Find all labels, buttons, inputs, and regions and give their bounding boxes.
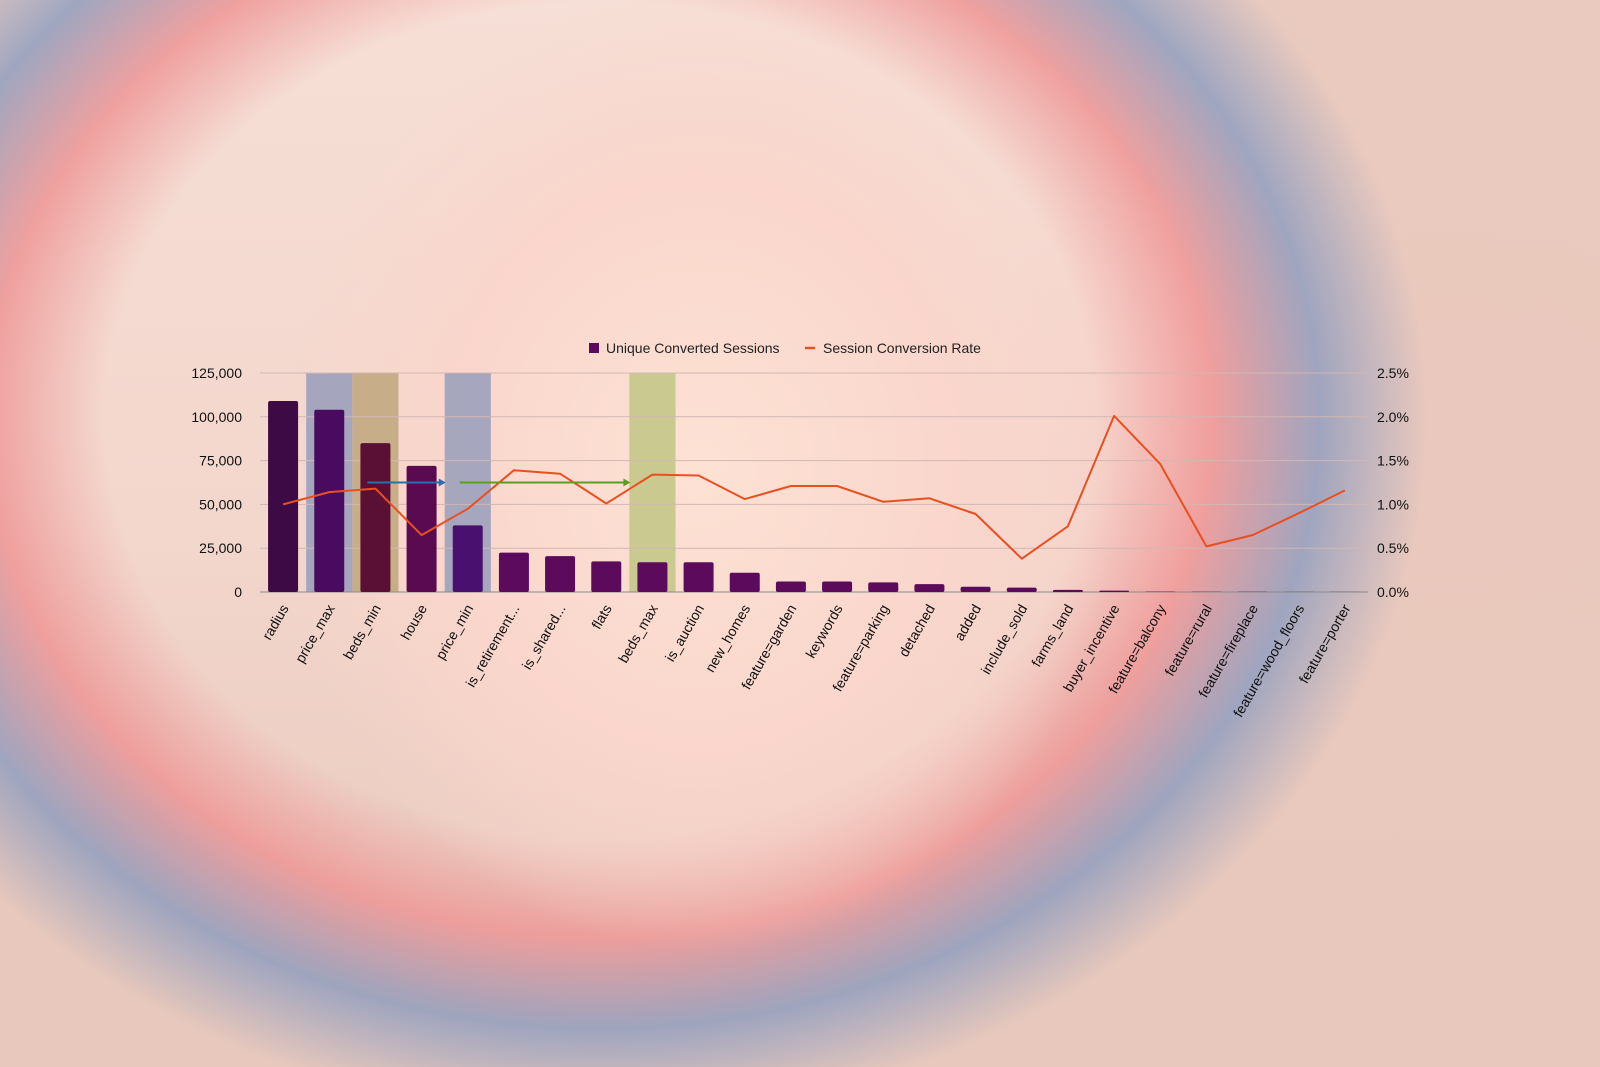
bar-beds-min <box>360 443 391 592</box>
category-label: include_sold <box>978 602 1031 677</box>
bar-detached <box>914 584 945 592</box>
category-label: detached <box>895 602 938 660</box>
rate-line <box>282 414 1346 560</box>
category-label: feature=rural <box>1161 602 1215 679</box>
category-label: price_min <box>432 602 476 663</box>
arrow-head <box>623 478 631 487</box>
category-label: is_auction <box>662 602 707 665</box>
left-tick-label: 50,000 <box>199 496 242 512</box>
right-tick-label: 2.5% <box>1377 365 1409 381</box>
bar-added <box>960 586 991 592</box>
bar-is-retirement- <box>498 552 529 592</box>
right-tick-label: 1.0% <box>1377 496 1409 512</box>
bar-keywords <box>822 581 853 592</box>
left-tick-label: 25,000 <box>199 540 242 556</box>
right-tick-label: 1.5% <box>1377 453 1409 469</box>
left-tick-label: 125,000 <box>191 365 242 381</box>
category-label: keywords <box>802 602 845 661</box>
legend-bar-swatch <box>589 343 599 353</box>
bar-buyer-incentive <box>1099 590 1130 592</box>
right-tick-label: 0.5% <box>1377 540 1409 556</box>
category-label: price_max <box>292 602 338 666</box>
x-axis: radius price_max beds_min house price_min is_… <box>259 601 1354 719</box>
category-label: beds_min <box>340 602 384 663</box>
category-label: added <box>951 602 984 644</box>
category-label: radius <box>259 602 292 643</box>
bar-house <box>406 465 437 592</box>
arrows <box>367 478 631 487</box>
left-tick-label: 0 <box>234 584 242 600</box>
bar-feature-garden <box>775 581 806 592</box>
bar-include-sold <box>1006 587 1037 592</box>
left-axis: 0 25,000 50,000 75,000 100,000 125,000 <box>191 365 242 600</box>
bar-is-shared- <box>545 556 576 592</box>
rate-line-path <box>282 414 1346 560</box>
right-tick-label: 0.0% <box>1377 584 1409 600</box>
category-label: farms_land <box>1028 602 1076 670</box>
category-label: new_homes <box>702 602 754 675</box>
bar-beds-max <box>637 562 668 592</box>
left-tick-label: 75,000 <box>199 453 242 469</box>
grid <box>260 372 1368 593</box>
bar-price-max <box>314 409 345 592</box>
bar-price-min <box>452 525 483 592</box>
bar-radius <box>268 401 299 592</box>
right-axis: 0.0% 0.5% 1.0% 1.5% 2.0% 2.5% <box>1377 365 1409 600</box>
category-label: house <box>397 601 430 642</box>
legend-bar-label: Unique Converted Sessions <box>606 340 780 356</box>
bars <box>268 401 1360 592</box>
bar-new-homes <box>729 572 760 592</box>
legend-line-label: Session Conversion Rate <box>823 340 981 356</box>
highlight-beds-max <box>629 373 676 592</box>
bar-is-auction <box>683 562 714 592</box>
bar-farms-land <box>1052 589 1083 592</box>
left-tick-label: 100,000 <box>191 409 242 425</box>
bar-feature-parking <box>868 582 899 592</box>
arrow-head <box>438 478 446 487</box>
legend: Unique Converted Sessions Session Conver… <box>589 340 981 356</box>
bar-flats <box>591 561 622 592</box>
category-label: beds_max <box>615 602 661 666</box>
right-tick-label: 2.0% <box>1377 409 1409 425</box>
category-label: is_shared... <box>519 602 569 673</box>
category-label: flats <box>588 602 615 632</box>
